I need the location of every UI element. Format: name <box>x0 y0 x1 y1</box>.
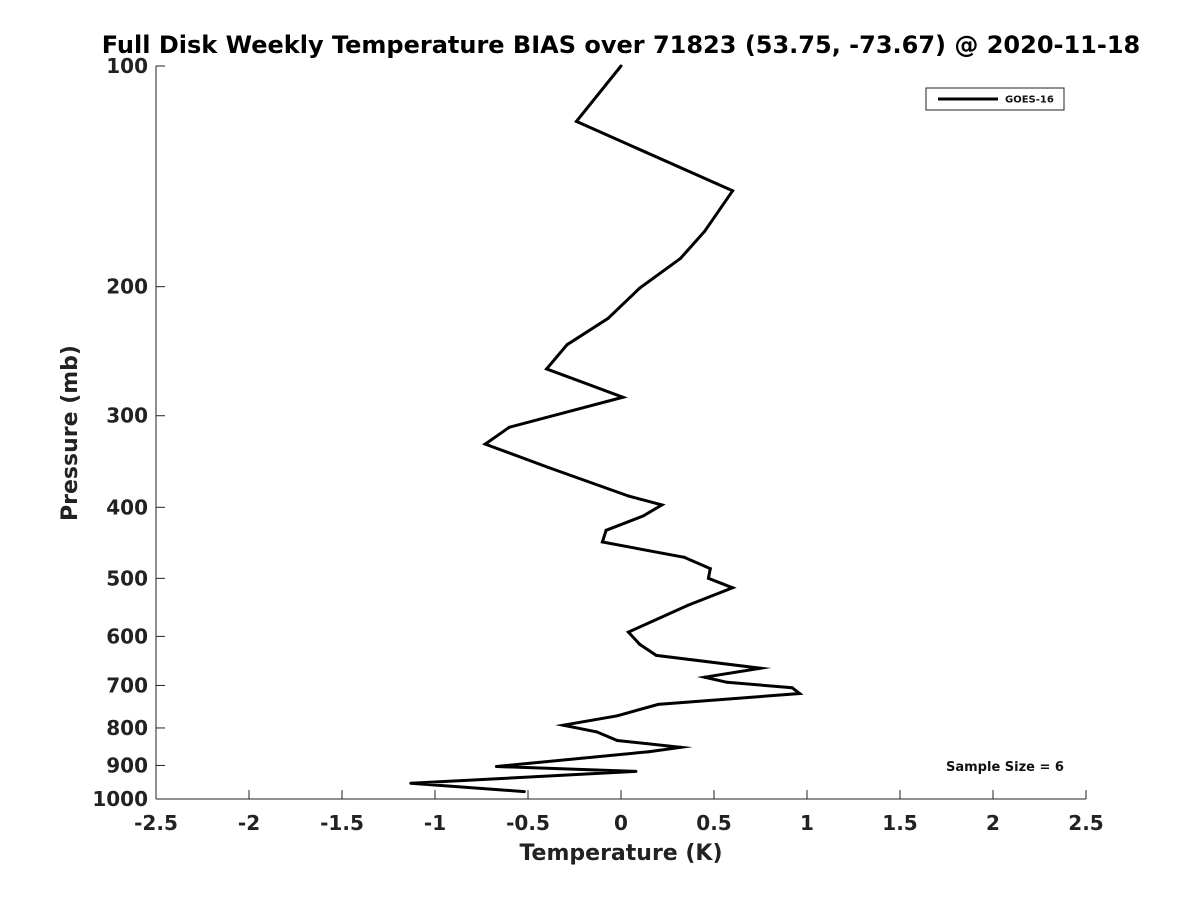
data-point <box>634 769 638 773</box>
data-point <box>703 229 707 233</box>
data-point <box>759 666 762 670</box>
data-point <box>682 555 686 559</box>
data-point <box>790 686 794 690</box>
data-point <box>731 586 735 590</box>
data-point <box>547 466 550 469</box>
data-point <box>574 119 578 123</box>
y-tick-label: 900 <box>106 753 148 777</box>
x-tick-label: 0.5 <box>696 811 731 835</box>
y-tick-label: 200 <box>106 275 148 299</box>
y-tick-label: 400 <box>106 495 148 519</box>
x-tick-label: -1.5 <box>320 811 364 835</box>
data-point <box>725 680 729 684</box>
data-point <box>708 567 712 571</box>
data-point <box>615 714 619 718</box>
data-point <box>686 603 690 607</box>
x-tick-label: 1 <box>800 811 814 835</box>
x-tick-label: -1 <box>424 811 446 835</box>
x-ticks: -2.5 -2 -1.5 -1 -0.5 0 0.5 1 1.5 2 2.5 <box>134 790 1104 835</box>
x-tick-label: -0.5 <box>506 811 550 835</box>
data-point <box>409 781 413 785</box>
data-point <box>615 739 619 742</box>
data-point <box>679 745 682 749</box>
x-tick-label: -2.5 <box>134 811 178 835</box>
data-point <box>522 790 526 794</box>
y-tick-label: 800 <box>106 716 148 740</box>
data-point <box>483 442 487 446</box>
y-tick-label: 600 <box>106 624 148 648</box>
chart-title: Full Disk Weekly Temperature BIAS over 7… <box>102 31 1141 59</box>
data-point <box>600 540 604 544</box>
data-point <box>660 503 664 507</box>
data-point <box>619 64 623 68</box>
y-tick-label: 1000 <box>92 787 148 811</box>
data-point <box>621 395 625 399</box>
data-point <box>706 576 710 580</box>
data-point <box>626 494 630 498</box>
data-point <box>507 425 511 429</box>
series-layer <box>409 64 804 794</box>
data-point <box>703 675 707 679</box>
y-tick-label: 300 <box>106 404 148 428</box>
data-point <box>679 256 682 260</box>
x-tick-label: 0 <box>614 811 628 835</box>
data-point <box>604 528 608 532</box>
data-point <box>641 514 645 518</box>
y-tick-label: 700 <box>106 673 148 697</box>
data-point <box>647 750 651 754</box>
data-point <box>494 765 498 768</box>
data-point <box>626 630 630 634</box>
data-point <box>561 723 565 727</box>
y-tick-label: 500 <box>106 566 148 590</box>
data-point <box>606 316 610 320</box>
data-point <box>731 189 735 193</box>
data-point <box>654 653 658 657</box>
y-axis-label: Pressure (mb) <box>58 345 83 521</box>
data-point <box>565 343 569 347</box>
y-tick-label: 100 <box>106 54 148 78</box>
data-point <box>595 730 599 734</box>
legend: GOES-16 <box>925 87 1065 111</box>
x-axis-label: Temperature (K) <box>519 841 722 866</box>
series-line-goes-16 <box>410 65 804 794</box>
x-tick-label: -2 <box>238 811 260 835</box>
data-point <box>798 692 802 695</box>
x-tick-label: 2.5 <box>1068 811 1103 835</box>
y-ticks: 100 200 300 400 500 600 700 800 900 1000 <box>92 54 165 811</box>
data-point <box>545 367 549 371</box>
data-point <box>638 286 642 290</box>
x-tick-label: 2 <box>986 811 1000 835</box>
legend-label: GOES-16 <box>1005 95 1054 106</box>
data-point <box>638 642 642 646</box>
sample-size-annotation: Sample Size = 6 <box>946 760 1064 775</box>
x-tick-label: 1.5 <box>882 811 917 835</box>
data-point <box>656 702 660 706</box>
